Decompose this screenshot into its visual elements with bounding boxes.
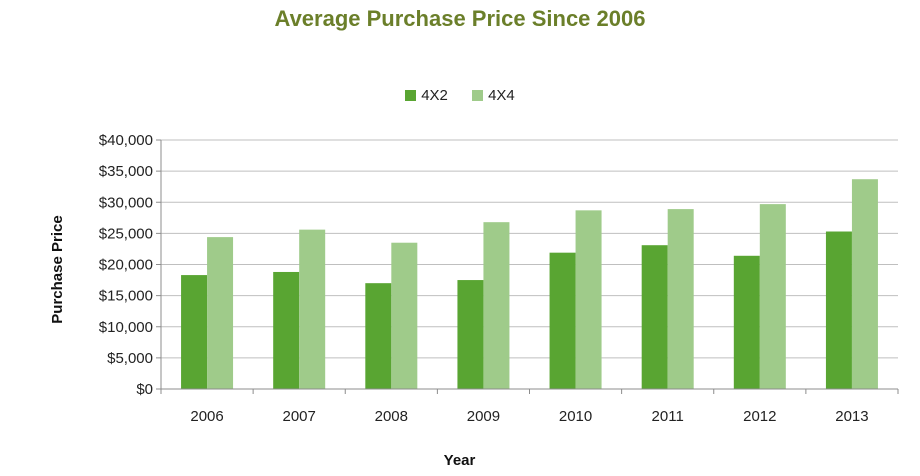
y-tick-label: $40,000 — [99, 132, 153, 149]
legend-swatch-4x4 — [472, 90, 484, 101]
bar-4x2-2012 — [733, 255, 760, 389]
bar-4x2-2010 — [549, 252, 576, 389]
x-tick-label: 2013 — [835, 408, 868, 425]
x-axis-title: Year — [444, 452, 476, 469]
bar-4x2-2008 — [365, 283, 392, 389]
y-tick-label: $10,000 — [99, 319, 153, 336]
y-axis-title: Purchase Price — [49, 215, 66, 323]
bar-4x2-2009 — [457, 280, 484, 389]
y-tick-label: $15,000 — [99, 288, 153, 305]
legend-label-4x2: 4X2 — [421, 87, 448, 104]
y-tick-label: $35,000 — [99, 163, 153, 180]
bars — [181, 179, 878, 389]
x-tick-label: 2007 — [283, 408, 316, 425]
bar-4x2-2013 — [825, 231, 852, 389]
bar-4x4-2011 — [667, 209, 694, 389]
x-tick-label: 2010 — [559, 408, 592, 425]
x-tick-label: 2008 — [375, 408, 408, 425]
bar-4x4-2009 — [483, 222, 510, 389]
legend-swatch-4x2 — [405, 90, 417, 101]
x-tick-label: 2006 — [190, 408, 223, 425]
y-tick-label: $0 — [136, 381, 153, 398]
legend-item-4x4: 4X4 — [472, 87, 515, 104]
y-tick-label: $25,000 — [99, 225, 153, 242]
bar-4x4-2006 — [207, 237, 234, 389]
x-tick-label: 2011 — [652, 408, 684, 425]
chart-title: Average Purchase Price Since 2006 — [274, 6, 646, 31]
legend-item-4x2: 4X2 — [405, 87, 448, 104]
y-tick-label: $30,000 — [99, 194, 153, 211]
gridlines — [161, 139, 898, 359]
bar-4x4-2008 — [391, 242, 418, 389]
bar-4x4-2012 — [759, 204, 786, 389]
legend: 4X2 4X4 — [0, 87, 920, 105]
x-tick-label: 2009 — [467, 408, 500, 425]
y-tick-label: $20,000 — [99, 257, 153, 274]
bar-4x2-2011 — [641, 245, 668, 389]
bar-4x2-2006 — [181, 275, 208, 389]
legend-label-4x4: 4X4 — [488, 87, 515, 104]
bar-4x4-2013 — [851, 179, 878, 389]
y-tick-label: $5,000 — [107, 350, 153, 367]
bar-4x2-2007 — [273, 271, 300, 389]
axes: $0 $5,000 $10,000 $15,000 $20,000 $25,000 $30,… — [99, 132, 899, 425]
bar-4x4-2007 — [299, 229, 326, 389]
x-tick-label: 2012 — [743, 408, 776, 425]
bar-4x4-2010 — [575, 210, 602, 389]
